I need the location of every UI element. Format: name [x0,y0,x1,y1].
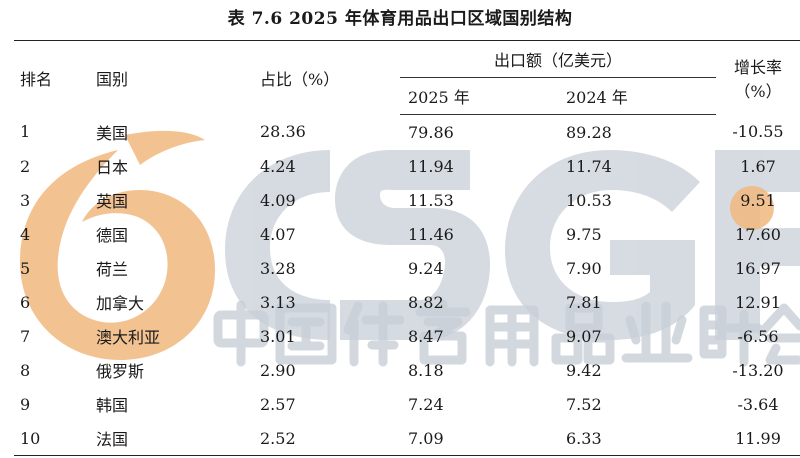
growth-header: 增长率（%） [716,40,800,115]
share-cell: 28.36 [260,122,306,142]
growth-cell: 16.97 [735,258,781,278]
share-cell: 4.24 [260,156,296,176]
table-row: 6 加拿大 3.13 8.82 7.81 12.91 [14,285,800,319]
country-cell: 加拿大 [96,294,145,313]
export-2024-cell: 7.52 [566,394,602,414]
header-row-2: 2025 年 2024 年 [14,77,800,115]
rank-cell: 3 [20,190,31,210]
export-2024-cell: 6.33 [558,421,716,456]
table-row: 2 日本 4.24 11.94 11.74 1.67 [14,149,800,183]
share-cell: 4.07 [260,224,296,244]
growth-cell: -6.56 [737,326,779,346]
rank-cell: 5 [20,258,31,278]
share-cell: 2.52 [236,421,400,456]
share-cell: 3.28 [260,258,296,278]
growth-cell: 17.60 [735,224,781,244]
export-2024-cell: 9.07 [566,326,602,346]
export-2024-cell: 89.28 [566,122,612,142]
rank-cell: 2 [20,156,31,176]
rank-cell: 6 [20,292,31,312]
country-cell: 法国 [82,421,236,456]
country-header: 国别 [82,40,236,115]
growth-cell: -3.64 [737,394,779,414]
table-body: 1 美国 28.36 79.86 89.28 -10.55 2 日本 4.24 … [14,115,800,456]
csgf-logo-mark [20,130,215,360]
share-cell: 3.01 [260,326,296,346]
share-header: 占比（%） [236,40,400,115]
share-cell: 2.57 [260,394,296,414]
export-2024-cell: 9.75 [566,224,602,244]
growth-cell: -13.20 [732,360,784,380]
export-2025-cell: 8.18 [408,360,444,380]
export-2024-cell: 7.90 [566,258,602,278]
export-2024-cell: 9.42 [566,360,602,380]
table-row: 7 澳大利亚 3.01 8.47 9.07 -6.56 [14,319,800,353]
country-cell: 美国 [96,123,129,143]
country-cell: 荷兰 [96,260,129,279]
export-2025-cell: 8.47 [408,326,444,346]
rank-cell: 7 [20,326,31,346]
country-cell: 日本 [96,158,129,177]
table-row: 10 法国 2.52 7.09 6.33 11.99 [14,421,800,456]
export-2024-cell: 7.81 [566,292,602,312]
export-2024-cell: 11.74 [566,156,612,176]
table-row: 9 韩国 2.57 7.24 7.52 -3.64 [14,387,800,421]
growth-cell: 9.51 [740,190,776,210]
rank-cell: 10 [14,421,82,456]
export-structure-table: 排名 国别 占比（%） 出口额（亿美元） 增长率（%） 2025 年 2024 … [14,40,800,456]
export-2025-cell: 7.09 [400,421,558,456]
table-row: 3 英国 4.09 11.53 10.53 9.51 [14,183,800,217]
export-2025-cell: 7.24 [408,394,444,414]
export-2025-cell: 11.46 [408,224,454,244]
rank-header: 排名 [14,40,82,115]
export-2025-cell: 11.94 [408,156,454,176]
export-2024-cell: 10.53 [566,190,612,210]
export-2025-cell: 9.24 [408,258,444,278]
export-2025-cell: 79.86 [408,122,454,142]
year-2025-header: 2025 年 [400,77,558,115]
logo-accent-dot [730,186,774,230]
country-cell: 俄罗斯 [96,362,145,381]
growth-cell: -10.55 [732,122,784,142]
rank-cell: 4 [20,224,31,244]
year-2024-header: 2024 年 [558,77,716,115]
country-cell: 德国 [96,226,129,245]
share-cell: 3.13 [260,292,296,312]
export-2025-cell: 11.53 [408,190,454,210]
growth-cell: 11.99 [716,421,800,456]
table-row: 5 荷兰 3.28 9.24 7.90 16.97 [14,251,800,285]
rank-cell: 1 [20,122,31,142]
export-2025-cell: 8.82 [408,292,444,312]
country-cell: 英国 [96,192,129,211]
growth-cell: 12.91 [735,292,781,312]
header-row-1: 排名 国别 占比（%） 出口额（亿美元） 增长率（%） [14,40,800,115]
country-cell: 韩国 [96,396,129,415]
export-amount-header: 出口额（亿美元） [400,40,716,78]
share-cell: 4.09 [260,190,296,210]
table-row: 4 德国 4.07 11.46 9.75 17.60 [14,217,800,251]
table-row: 1 美国 28.36 79.86 89.28 -10.55 [14,115,800,150]
share-cell: 2.90 [260,360,296,380]
rank-cell: 8 [20,360,31,380]
growth-cell: 1.67 [740,156,776,176]
table-header: 排名 国别 占比（%） 出口额（亿美元） 增长率（%） 2025 年 2024 … [14,40,800,115]
org-name-watermark [213,299,800,367]
country-cell: 澳大利亚 [96,328,161,347]
rank-cell: 9 [20,394,31,414]
table-title: 表 7.6 2025 年体育用品出口区域国别结构 [227,9,573,29]
table-row: 8 俄罗斯 2.90 8.18 9.42 -13.20 [14,353,800,387]
